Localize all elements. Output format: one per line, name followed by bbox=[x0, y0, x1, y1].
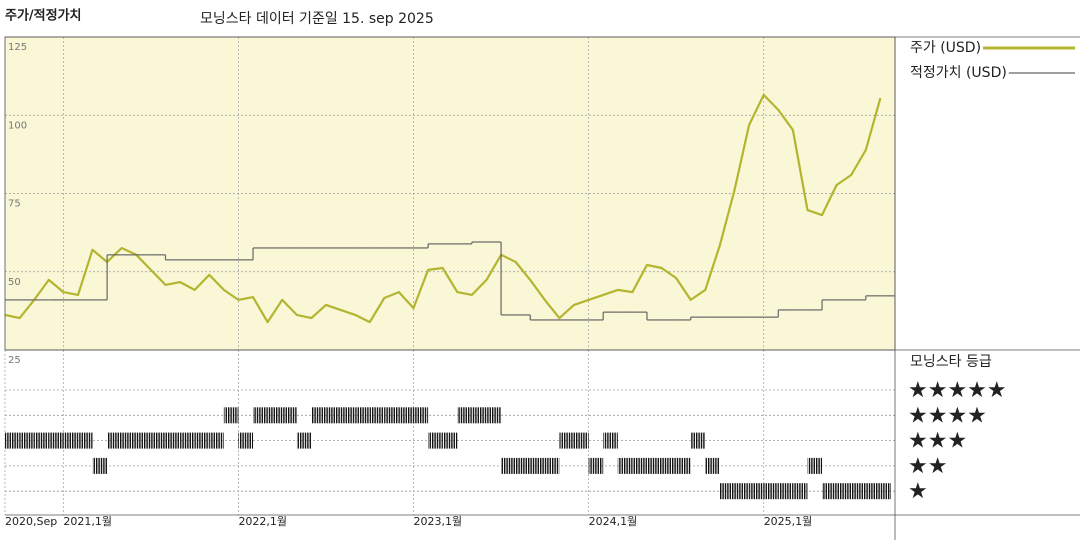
rating-bar bbox=[92, 457, 108, 474]
rating-bar bbox=[355, 407, 370, 424]
rating-bar bbox=[136, 432, 151, 449]
rating-bar bbox=[384, 407, 399, 424]
rating-bar bbox=[121, 432, 137, 449]
rating-bar bbox=[19, 432, 35, 449]
rating-bar bbox=[369, 407, 385, 424]
rating-bar bbox=[778, 483, 793, 500]
rating-bar bbox=[792, 483, 808, 500]
rating-bar bbox=[413, 407, 429, 424]
rating-bar bbox=[194, 432, 210, 449]
rating-label: ★★★★★ bbox=[908, 378, 1007, 403]
rating-bar bbox=[34, 432, 49, 449]
rating-bar bbox=[501, 457, 516, 474]
chart-title: 주가/적정가치 bbox=[5, 8, 82, 24]
rating-bar bbox=[544, 457, 560, 474]
rating-bar bbox=[442, 432, 458, 449]
rating-bar bbox=[530, 457, 545, 474]
rating-bar bbox=[588, 457, 604, 474]
x-tick-label: 2020,Sep bbox=[5, 515, 57, 528]
rating-bar bbox=[63, 432, 78, 449]
legend-label: 주가 (USD) bbox=[910, 40, 981, 56]
x-tick-label: 2024,1월 bbox=[589, 515, 638, 528]
price-line bbox=[4, 93, 882, 324]
rating-bar bbox=[617, 457, 633, 474]
rating-label: ★★ bbox=[908, 454, 947, 479]
rating-bar bbox=[165, 432, 181, 449]
rating-bar bbox=[646, 457, 662, 474]
rating-bar bbox=[325, 407, 341, 424]
rating-bar bbox=[398, 407, 414, 424]
rating-bar bbox=[282, 407, 297, 424]
rating-label: ★ bbox=[908, 479, 928, 504]
rating-label: ★★★ bbox=[908, 429, 967, 454]
rating-bar bbox=[486, 407, 502, 424]
rating-bar bbox=[851, 483, 866, 500]
rating-bar bbox=[676, 457, 691, 474]
x-tick-label: 2025,1월 bbox=[764, 515, 813, 528]
rating-bar bbox=[515, 457, 531, 474]
rating-bar bbox=[457, 407, 472, 424]
x-tick-label: 2021,1월 bbox=[63, 515, 112, 528]
rating-bar bbox=[107, 432, 122, 449]
rating-bar bbox=[471, 407, 487, 424]
rating-bar bbox=[880, 483, 891, 500]
rating-bar bbox=[48, 432, 64, 449]
x-tick-label: 2022,1월 bbox=[238, 515, 287, 528]
y-tick-label: 125 bbox=[8, 42, 27, 53]
legend-label: 적정가치 (USD) bbox=[910, 65, 1007, 81]
rating-bar bbox=[632, 457, 647, 474]
rating-bar bbox=[734, 483, 750, 500]
rating-bar bbox=[180, 432, 195, 449]
rating-bar bbox=[763, 483, 779, 500]
rating-bar bbox=[603, 432, 618, 449]
rating-bar bbox=[836, 483, 852, 500]
rating-bar bbox=[705, 457, 720, 474]
rating-bar bbox=[559, 432, 575, 449]
rating-bar bbox=[267, 407, 283, 424]
rating-bar bbox=[690, 432, 706, 449]
y-tick-label: 100 bbox=[8, 120, 27, 131]
rating-bar bbox=[311, 407, 326, 424]
chart-subtitle: 모닝스타 데이터 기준일 15. sep 2025 bbox=[200, 11, 434, 27]
rating-bar bbox=[865, 483, 881, 500]
y-tick-label: 75 bbox=[8, 199, 21, 210]
rating-bar bbox=[661, 457, 677, 474]
rating-bar bbox=[822, 483, 837, 500]
rating-bar bbox=[238, 432, 254, 449]
rating-title: 모닝스타 등급 bbox=[910, 354, 992, 370]
rating-bar bbox=[253, 407, 268, 424]
rating-bar bbox=[223, 407, 239, 424]
y-tick-label: 25 bbox=[8, 355, 21, 366]
rating-bar bbox=[340, 407, 356, 424]
rating-bar bbox=[5, 432, 20, 449]
rating-bar bbox=[807, 457, 823, 474]
rating-label: ★★★★ bbox=[908, 403, 987, 428]
rating-bar bbox=[209, 432, 224, 449]
rating-bar bbox=[428, 432, 443, 449]
rating-bar bbox=[296, 432, 312, 449]
rating-bar bbox=[150, 432, 166, 449]
rating-bar bbox=[719, 483, 735, 500]
rating-bar bbox=[749, 483, 764, 500]
y-tick-label: 50 bbox=[8, 277, 21, 288]
rating-bar bbox=[574, 432, 589, 449]
x-tick-label: 2023,1월 bbox=[414, 515, 463, 528]
rating-bar bbox=[77, 432, 93, 449]
